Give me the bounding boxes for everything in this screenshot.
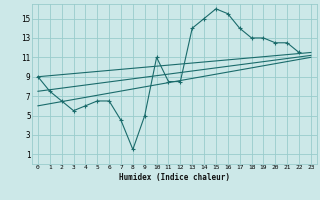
X-axis label: Humidex (Indice chaleur): Humidex (Indice chaleur): [119, 173, 230, 182]
